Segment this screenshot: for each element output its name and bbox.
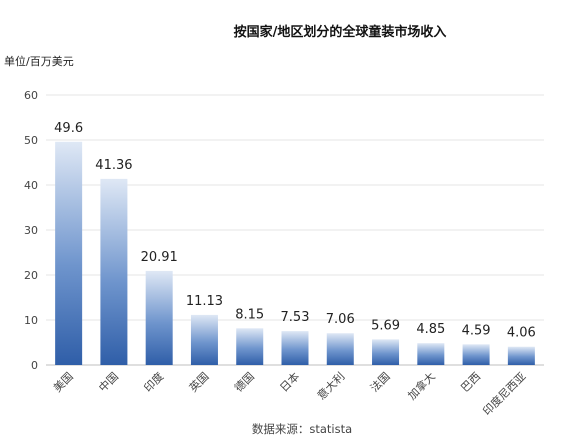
y-axis-unit-label: 单位/百万美元 xyxy=(4,54,74,68)
y-tick-label: 40 xyxy=(24,179,38,192)
bar xyxy=(326,333,354,365)
data-labels: 49.6 41.36 20.91 11.13 8.15 7.53 7.06 5.69 4.85 4… xyxy=(54,121,536,341)
data-label: 4.59 xyxy=(462,323,491,338)
y-tick-label: 30 xyxy=(24,224,38,237)
data-label: 49.6 xyxy=(54,121,83,136)
x-tick-label: 德国 xyxy=(231,369,256,394)
x-tick-label: 英国 xyxy=(186,369,211,394)
bar xyxy=(55,141,83,365)
x-tick-label: 中国 xyxy=(96,370,121,395)
data-label: 41.36 xyxy=(95,158,132,173)
y-tick-label: 60 xyxy=(24,89,38,102)
bar xyxy=(372,339,400,365)
bar xyxy=(281,331,309,365)
x-tick-label: 印度 xyxy=(141,369,166,394)
grid-lines xyxy=(46,94,544,366)
bar xyxy=(507,346,535,365)
x-tick-label: 法国 xyxy=(367,369,392,394)
data-label: 4.85 xyxy=(416,322,445,337)
data-label: 4.06 xyxy=(507,326,536,341)
chart-title: 按国家/地区划分的全球童装市场收入 xyxy=(234,24,447,40)
y-axis-ticks: 0 10 20 30 40 50 60 xyxy=(24,89,38,372)
x-tick-label: 加拿大 xyxy=(405,369,438,402)
x-tick-label: 巴西 xyxy=(458,370,483,395)
bar xyxy=(145,270,173,365)
bar xyxy=(236,328,264,365)
y-tick-label: 0 xyxy=(31,359,38,372)
data-label: 7.53 xyxy=(281,310,310,325)
bar xyxy=(417,343,445,365)
bar xyxy=(100,178,128,365)
bar xyxy=(190,314,218,365)
data-label: 5.69 xyxy=(371,318,400,333)
source-note: 数据来源：statista xyxy=(252,422,352,436)
x-tick-label: 美国 xyxy=(51,370,76,395)
x-tick-label: 意大利 xyxy=(314,369,347,402)
y-tick-label: 20 xyxy=(24,269,38,282)
y-tick-label: 50 xyxy=(24,134,38,147)
x-tick-label: 印度尼西亚 xyxy=(480,369,529,418)
bars xyxy=(55,141,535,365)
data-label: 7.06 xyxy=(326,312,355,327)
data-label: 11.13 xyxy=(186,294,223,309)
data-label: 8.15 xyxy=(235,307,264,322)
data-label: 20.91 xyxy=(141,250,178,265)
x-tick-label: 日本 xyxy=(277,369,302,394)
y-tick-label: 10 xyxy=(24,314,38,327)
bar xyxy=(462,344,490,365)
